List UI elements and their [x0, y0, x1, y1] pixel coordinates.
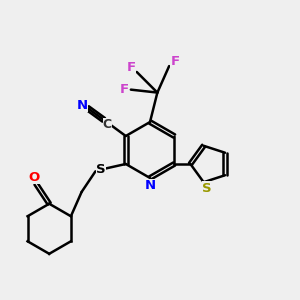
Text: C: C	[103, 118, 112, 131]
Text: S: S	[96, 164, 106, 176]
Text: O: O	[29, 171, 40, 184]
Text: F: F	[120, 83, 129, 96]
Text: F: F	[126, 61, 135, 74]
Text: S: S	[202, 182, 211, 195]
Text: N: N	[144, 179, 156, 192]
Text: F: F	[170, 55, 180, 68]
Text: N: N	[77, 99, 88, 112]
